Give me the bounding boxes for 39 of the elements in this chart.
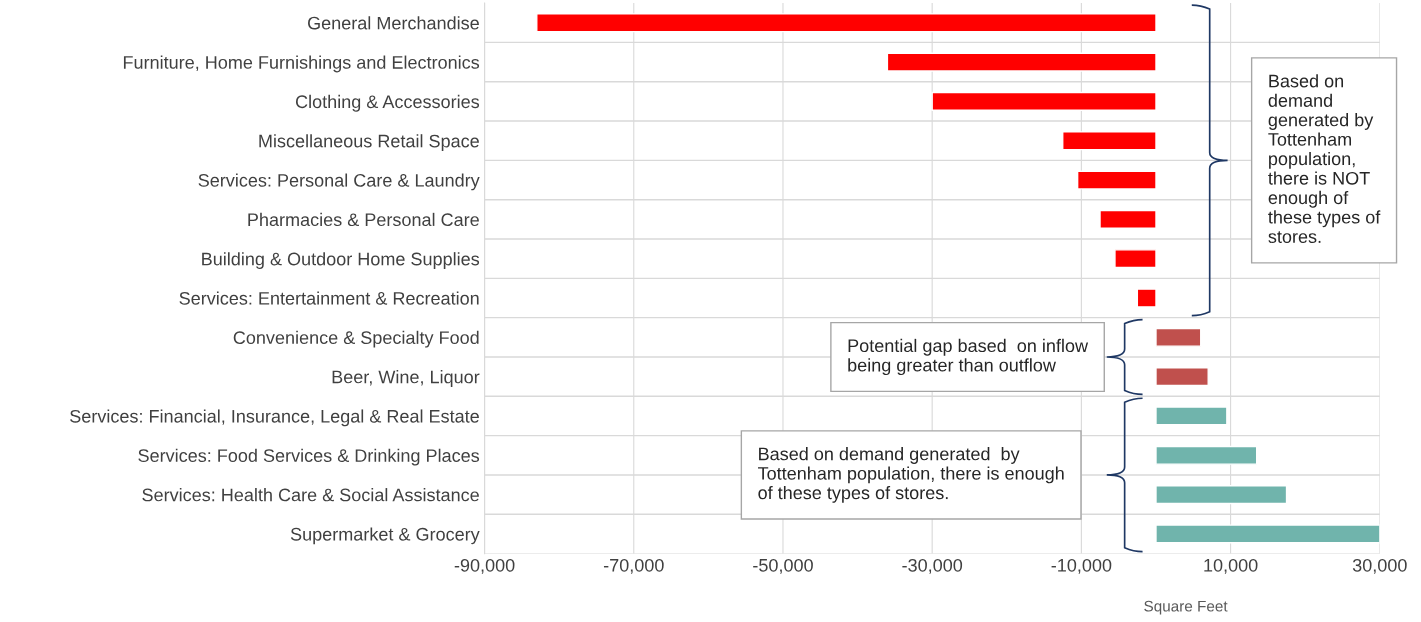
y-tick-label: Services: Health Care & Social Assistance <box>142 488 479 502</box>
x-tick-label: -50,000 <box>753 558 813 574</box>
y-tick-label: Building & Outdoor Home Supplies <box>202 252 480 269</box>
y-tick-label: Supermarket & Grocery <box>290 527 480 545</box>
y-tick-label: Pharmacies & Personal Care <box>248 212 479 227</box>
bar <box>536 13 1157 33</box>
y-tick-label: Convenience & Specialty Food <box>233 330 479 348</box>
x-tick-label: -70,000 <box>603 558 664 574</box>
y-tick-label: Clothing & Accessories <box>295 94 480 112</box>
bar <box>1114 249 1157 269</box>
y-tick-label: General Merchandise <box>308 16 479 30</box>
y-tick-label: Beer, Wine, Liquor <box>332 370 480 387</box>
bar <box>1076 170 1157 190</box>
x-axis-title: Square Feet <box>1144 600 1228 615</box>
y-tick-label: Services: Personal Care & Laundry <box>198 173 480 191</box>
y-tick-label: Services: Food Services & Drinking Places <box>138 448 480 466</box>
x-tick-label: -90,000 <box>454 558 515 574</box>
bar <box>1155 367 1209 387</box>
bar <box>886 52 1157 72</box>
text: Based on demand generated by Tottenham population, there is NOT enough of these types of stores. <box>1268 74 1381 244</box>
y-tick-label: Miscellaneous Retail Space <box>259 134 479 152</box>
bar <box>1155 406 1228 426</box>
annotation: Based on demand generated by Tottenham population, there is enough of these types of stores. <box>758 447 1064 503</box>
y-tick-label: Services: Entertainment & Recreation <box>179 291 479 305</box>
x-tick-label: 30,000 <box>1352 558 1407 574</box>
annotation: Potential gap based on inflow being greater than outflow <box>848 338 1089 376</box>
bar <box>1155 524 1380 544</box>
bar <box>1062 131 1157 151</box>
x-tick-label: -10,000 <box>1051 558 1112 574</box>
bar <box>1155 445 1258 465</box>
bar <box>1099 209 1157 229</box>
bar <box>1155 327 1202 347</box>
bar <box>931 91 1157 111</box>
x-tick-label: -30,000 <box>902 558 963 574</box>
x-tick-label: 10,000 <box>1204 558 1258 574</box>
bar <box>1136 288 1157 308</box>
y-tick-label: Furniture, Home Furnishings and Electronics <box>123 55 480 73</box>
bar <box>1155 485 1288 505</box>
y-tick-label: Services: Financial, Insurance, Legal & Real Estate <box>70 409 479 427</box>
